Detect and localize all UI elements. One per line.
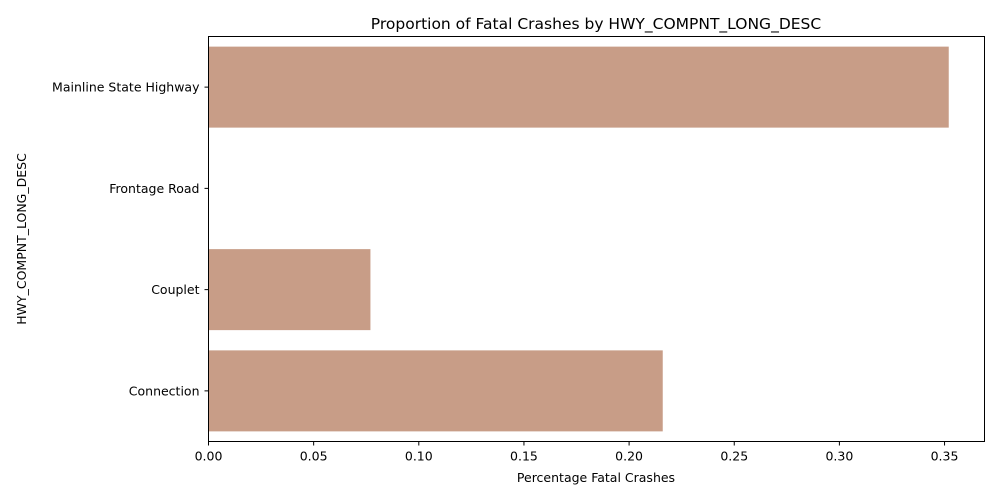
bar-couplet <box>208 249 371 331</box>
plot-frame <box>208 36 985 442</box>
y-axis-label: HWY_COMPNT_LONG_DESC <box>14 153 29 325</box>
y-tick-label: Couplet <box>151 282 199 297</box>
y-tick-label: Frontage Road <box>109 181 199 196</box>
y-axis-ticks: Mainline State Highway Frontage Road Coupl… <box>52 80 209 398</box>
x-tick-label: 0.25 <box>720 449 748 464</box>
bar-mainline-state-highway <box>208 46 949 128</box>
bar-connection <box>208 350 663 432</box>
x-tick-label: 0.00 <box>195 449 223 464</box>
x-tick-label: 0.30 <box>825 449 853 464</box>
x-tick-label: 0.10 <box>405 449 433 464</box>
chart-title: Proportion of Fatal Crashes by HWY_COMPN… <box>371 15 821 34</box>
x-tick-label: 0.35 <box>931 449 959 464</box>
x-tick-label: 0.15 <box>510 449 538 464</box>
x-tick-label: 0.20 <box>615 449 643 464</box>
x-tick-label: 0.05 <box>300 449 328 464</box>
x-axis-ticks: 0.00 0.05 0.10 0.15 0.20 0.25 0.30 0.35 <box>195 441 959 464</box>
bars-group <box>208 46 949 432</box>
y-tick-label: Connection <box>129 383 200 398</box>
y-tick-label: Mainline State Highway <box>52 80 200 95</box>
x-axis-label: Percentage Fatal Crashes <box>517 470 675 485</box>
